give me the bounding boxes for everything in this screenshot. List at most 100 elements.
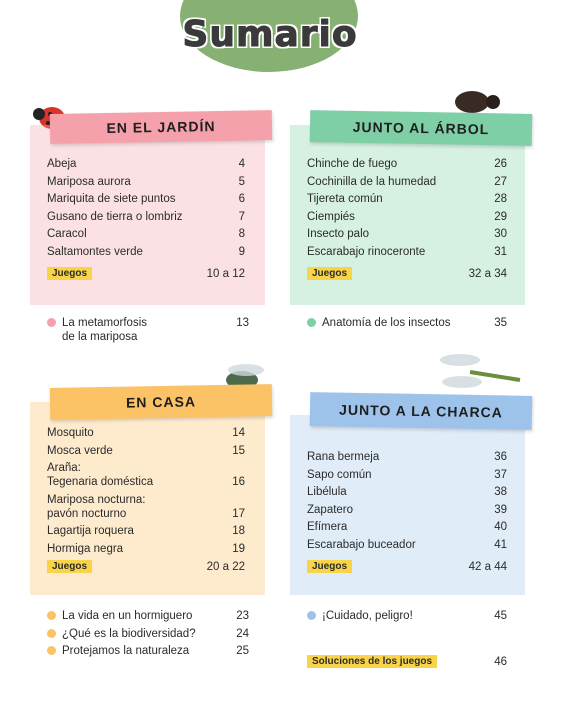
games-pages: 42 a 44 <box>468 560 507 573</box>
games-label: Juegos <box>307 560 353 573</box>
entry-page: 6 <box>238 193 245 206</box>
games-row: Juegos 20 a 22 <box>47 560 245 573</box>
entry-label: Hormiga negra <box>47 542 124 555</box>
footer-page: 46 <box>494 655 507 668</box>
entry-label: Caracol <box>47 228 87 241</box>
bullet <box>307 611 316 620</box>
entry-row: Caracol 8 <box>47 227 245 241</box>
entry-row: Abeja 4 <box>47 157 245 171</box>
entry-row: Libélula 38 <box>307 485 507 499</box>
extra-page: 24 <box>236 627 249 640</box>
entry-label: Abeja <box>47 158 77 170</box>
extra-page: 35 <box>494 317 507 329</box>
entry-page: 8 <box>238 228 245 241</box>
extra-page: 13 <box>236 317 249 329</box>
entry-page: 9 <box>238 245 245 258</box>
extra-label: Anatomía de los insectos <box>322 317 451 329</box>
extra-page: 23 <box>236 610 249 622</box>
extra-label: La vida en un hormiguero <box>62 610 193 622</box>
heading-text: EN CASA <box>125 393 197 411</box>
entry-row: Zapatero 39 <box>307 503 507 517</box>
entry-row: Mosquito 14 <box>47 426 245 440</box>
extra-row: Protejamos la naturaleza 25 <box>47 644 249 658</box>
entry-label: Ciempiés <box>307 210 355 223</box>
bullet <box>47 318 56 327</box>
entry-page: 28 <box>494 193 507 206</box>
entry-row: Gusano de tierra o lombriz 7 <box>47 210 245 224</box>
extra-row: ¡Cuidado, peligro! 45 <box>307 609 507 623</box>
beetle-icon <box>455 91 500 113</box>
page-title: Sumario <box>182 14 358 56</box>
games-row: Juegos 42 a 44 <box>307 560 507 573</box>
extra-list: La metamorfosis de la mariposa 13 <box>47 316 249 348</box>
entry-page: 7 <box>238 210 245 223</box>
entry-label: Efímera <box>307 521 348 534</box>
entry-page: 37 <box>494 468 507 481</box>
games-row: Juegos 32 a 34 <box>307 267 507 280</box>
entry-label: Tijereta común <box>307 193 383 206</box>
extra-page: 45 <box>494 610 507 622</box>
entry-page: 16 <box>232 476 245 489</box>
entry-label: Chinche de fuego <box>307 158 398 170</box>
entry-page: 36 <box>494 451 507 463</box>
entry-page: 14 <box>232 427 245 439</box>
entry-page: 38 <box>494 486 507 499</box>
entry-row: Efímera 40 <box>307 520 507 534</box>
entry-row: Cochinilla de la humedad 27 <box>307 175 507 189</box>
entry-row: Lagartija roquera 18 <box>47 524 245 538</box>
entry-label: Rana bermeja <box>307 451 380 463</box>
entry-page: 29 <box>494 210 507 223</box>
entry-page: 27 <box>494 175 507 188</box>
entry-row: Ciempiés 29 <box>307 210 507 224</box>
entry-page: 30 <box>494 228 507 241</box>
entry-page: 39 <box>494 503 507 516</box>
bullet <box>47 628 56 638</box>
entry-page: 15 <box>232 444 245 457</box>
extra-list: Anatomía de los insectos 35 <box>307 316 507 334</box>
entry-label: Escarabajo rinoceronte <box>307 245 426 258</box>
extra-row: ¿Qué es la biodiversidad? 24 <box>47 627 249 641</box>
bullet <box>47 646 56 655</box>
entry-label: Lagartija roquera <box>47 525 134 538</box>
entry-row: Araña: Tegenaria doméstica 16 <box>47 461 245 489</box>
entry-row: Mariposa nocturna: pavón nocturno 17 <box>47 493 245 521</box>
entry-row: Mariquita de siete puntos 6 <box>47 192 245 206</box>
entry-label: Libélula <box>307 486 347 499</box>
games-label: Juegos <box>47 267 93 280</box>
entry-label: Mariposa nocturna: pavón nocturno <box>47 493 146 520</box>
footer-label: Soluciones de los juegos <box>307 655 438 668</box>
extra-label: ¿Qué es la biodiversidad? <box>62 627 196 640</box>
heading-text: JUNTO AL ÁRBOL <box>352 118 490 138</box>
entry-row: Mariposa aurora 5 <box>47 175 245 189</box>
entry-label: Sapo común <box>307 468 372 481</box>
entry-label: Mosca verde <box>47 444 113 457</box>
section-heading: JUNTO AL ÁRBOL <box>309 110 533 146</box>
entry-page: 19 <box>232 542 245 555</box>
entry-label: Saltamontes verde <box>47 245 143 258</box>
entry-page: 4 <box>238 158 245 170</box>
games-label: Juegos <box>307 267 353 280</box>
entry-label: Mariquita de siete puntos <box>47 193 176 206</box>
extra-label: Protejamos la naturaleza <box>62 645 190 657</box>
heading-text: EN EL JARDÍN <box>106 118 216 136</box>
entry-row: Saltamontes verde 9 <box>47 245 245 259</box>
section-heading: JUNTO A LA CHARCA <box>309 392 533 430</box>
games-pages: 10 a 12 <box>206 267 245 280</box>
games-label: Juegos <box>47 560 93 573</box>
entry-label: Zapatero <box>307 503 354 516</box>
bullet <box>307 318 316 327</box>
entry-list: Abeja 4 Mariposa aurora 5 Mariquita de siete… <box>47 157 245 263</box>
entry-page: 18 <box>232 525 245 538</box>
entry-page: 40 <box>494 521 507 534</box>
bullet <box>47 611 56 620</box>
section-heading: EN EL JARDÍN <box>49 110 273 144</box>
entry-list: Mosquito 14 Mosca verde 15 Araña: Tegenaria … <box>47 426 245 560</box>
entry-label: Mariposa aurora <box>47 175 131 188</box>
footer-row: Soluciones de los juegos 46 <box>307 655 507 668</box>
entry-page: 26 <box>494 158 507 170</box>
extra-page: 25 <box>236 645 249 657</box>
section-heading: EN CASA <box>49 384 273 420</box>
heading-text: JUNTO A LA CHARCA <box>338 401 504 421</box>
entry-list: Chinche de fuego 26 Cochinilla de la humed… <box>307 157 507 263</box>
entry-label: Insecto palo <box>307 228 370 241</box>
